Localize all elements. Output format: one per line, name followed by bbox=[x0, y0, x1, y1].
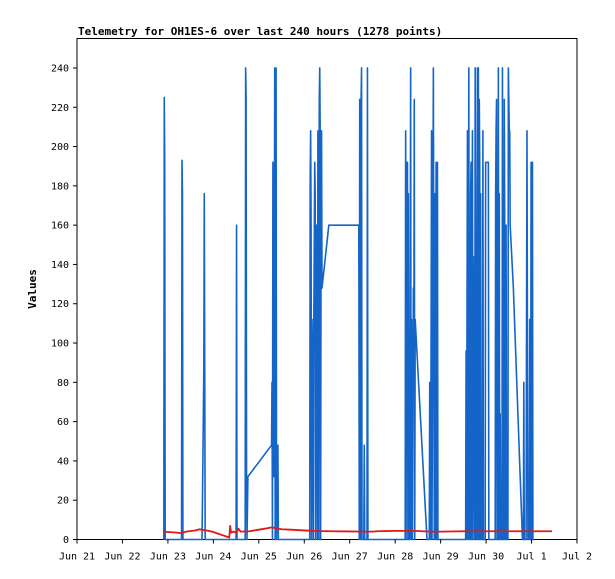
x-tick-label: Jun 21 bbox=[59, 552, 95, 563]
x-tick-label: Jul 1 bbox=[516, 552, 546, 563]
y-tick-label: 120 bbox=[51, 299, 69, 310]
y-tick-label: 180 bbox=[51, 181, 69, 192]
y-tick-label: 20 bbox=[57, 496, 69, 507]
x-axis-ticks: Jun 21 Jun 22 Jun 23 Jun 24 Jun 25 Jun 26 Jun … bbox=[59, 539, 592, 563]
x-tick-label: Jun 30 bbox=[468, 552, 504, 563]
y-tick-label: 140 bbox=[51, 260, 69, 271]
x-tick-label: Jun 27 bbox=[332, 552, 368, 563]
x-tick-label: Jun 22 bbox=[104, 552, 140, 563]
y-tick-label: 60 bbox=[57, 417, 69, 428]
y-tick-label: 220 bbox=[51, 103, 69, 114]
x-tick-label: Jul 2 bbox=[562, 552, 592, 563]
y-tick-label: 160 bbox=[51, 221, 69, 232]
x-tick-label: Jun 28 bbox=[377, 552, 413, 563]
y-tick-label: 200 bbox=[51, 142, 69, 153]
plot-frame bbox=[76, 38, 578, 540]
y-tick-label: 0 bbox=[63, 535, 69, 546]
y-axis-ticks: 0 20 40 60 80 100 120 140 160 180 200 220 240 bbox=[51, 63, 77, 546]
y-tick-label: 240 bbox=[51, 63, 69, 74]
x-tick-label: Jun 24 bbox=[195, 552, 231, 563]
series-line-1 bbox=[163, 67, 534, 541]
series-layer bbox=[163, 67, 552, 541]
y-tick-label: 100 bbox=[51, 339, 69, 350]
y-tick-label: 40 bbox=[57, 456, 69, 467]
x-tick-label: Jun 23 bbox=[150, 552, 186, 563]
series-line-2 bbox=[163, 524, 552, 539]
y-tick-label: 80 bbox=[57, 378, 69, 389]
y-axis-label: Values bbox=[26, 269, 39, 309]
x-tick-label: Jun 26 bbox=[286, 552, 322, 563]
x-tick-label: Jun 29 bbox=[423, 552, 459, 563]
x-tick-label: Jun 25 bbox=[241, 552, 277, 563]
chart-title: Telemetry for OH1ES-6 over last 240 hour… bbox=[78, 25, 442, 38]
